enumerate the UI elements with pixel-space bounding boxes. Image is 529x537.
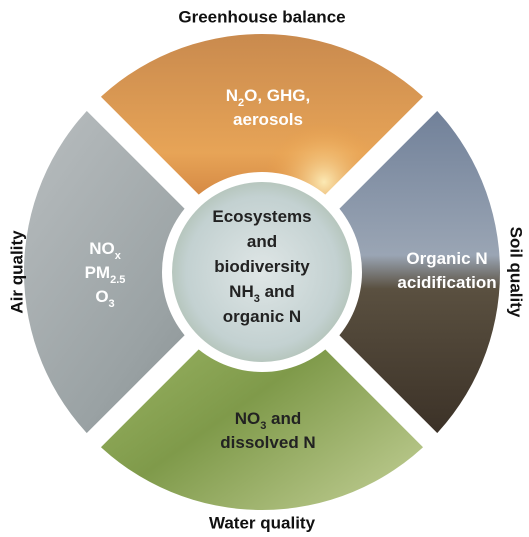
label-bottom: Water quality	[209, 513, 316, 532]
segment-text: Ecosystems	[212, 207, 311, 226]
text-part: and	[247, 232, 277, 251]
segment-text: biodiversity	[214, 257, 310, 276]
text-part: O, GHG,	[244, 86, 310, 105]
text-part: N	[226, 86, 238, 105]
text-part: organic N	[223, 307, 301, 326]
text-part: NO	[89, 239, 115, 258]
page: {"labels": {"top": "Greenhouse balance",…	[0, 0, 529, 537]
label-top: Greenhouse balance	[178, 7, 345, 26]
text-part: biodiversity	[214, 257, 310, 276]
text-part: aerosols	[233, 110, 303, 129]
text-part: and	[266, 409, 301, 428]
subscript: 2.5	[110, 274, 125, 286]
text-part: O	[95, 287, 108, 306]
subscript: x	[115, 250, 122, 262]
text-part: Ecosystems	[212, 207, 311, 226]
segment-text: and	[247, 232, 277, 251]
segment-text: acidification	[397, 273, 496, 292]
text-part: NO	[235, 409, 261, 428]
segment-text: organic N	[223, 307, 301, 326]
diagram: Greenhouse balance Water quality Air qua…	[0, 0, 529, 537]
text-part: NH	[229, 282, 254, 301]
text-part: and	[260, 282, 295, 301]
text-part: Organic N	[406, 249, 487, 268]
text-part: dissolved N	[220, 433, 315, 452]
text-part: acidification	[397, 273, 496, 292]
segment-text: Organic N	[406, 249, 487, 268]
segment-text: dissolved N	[220, 433, 315, 452]
subscript: 3	[109, 298, 115, 310]
segment-text: aerosols	[233, 110, 303, 129]
label-right: Soil quality	[507, 227, 526, 318]
label-left: Air quality	[7, 230, 26, 314]
text-part: PM	[85, 263, 111, 282]
